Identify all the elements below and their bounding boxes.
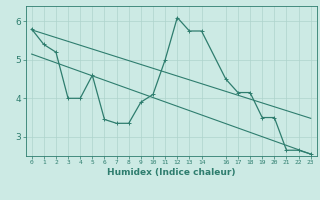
X-axis label: Humidex (Indice chaleur): Humidex (Indice chaleur) [107,168,236,177]
